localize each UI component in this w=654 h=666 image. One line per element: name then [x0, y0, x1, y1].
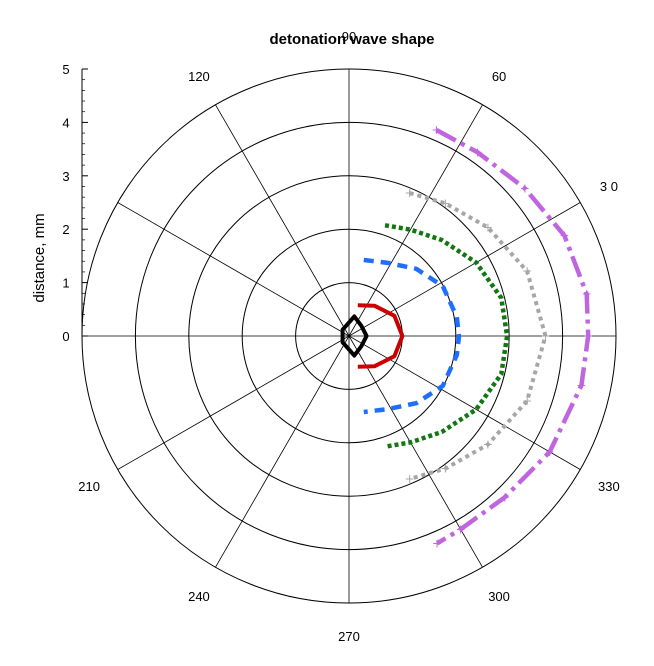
radial-tick-label-5: 5: [62, 62, 69, 77]
series-6-point: +: [576, 378, 586, 392]
spoke-30: [348, 202, 581, 337]
series-5-point: +: [440, 196, 450, 210]
angle-label-90: 90: [342, 29, 356, 44]
chart-title: detonation wave shape: [269, 31, 434, 48]
series-5-point: +: [522, 264, 532, 278]
series-5-point: +: [405, 186, 415, 200]
radial-tick-label-0: 0: [62, 329, 69, 344]
angle-label-60: 60: [492, 69, 506, 84]
spoke-210: [117, 335, 350, 470]
series-6-point: +: [520, 181, 530, 195]
series-6-point: +: [582, 287, 592, 301]
series-6-point: +: [456, 522, 466, 536]
series-layer: + + + + + + + + + + + + + + + + + + + +: [340, 123, 593, 550]
series-6-point: +: [545, 445, 555, 459]
series-6-line: [435, 128, 591, 546]
series-4-line: [384, 223, 510, 449]
spoke-150: [117, 202, 350, 337]
series-6-point: +: [473, 145, 483, 159]
angle-labels: 90 120 60 3 0 210 330 240 300 270: [78, 29, 620, 644]
series-5-point: +: [540, 329, 550, 343]
spoke-240: [215, 335, 350, 568]
radial-tick-label-3: 3: [62, 169, 69, 184]
angle-label-30: 3 0: [600, 179, 618, 194]
series-5-point: +: [483, 221, 493, 235]
series-2-line: [357, 303, 405, 369]
series-6-point: +: [431, 123, 441, 137]
angle-spokes: [82, 69, 616, 603]
spoke-120: [215, 104, 350, 337]
angle-label-330: 330: [598, 479, 620, 494]
angle-label-210: 210: [78, 479, 100, 494]
y-axis-label: distance, mm: [31, 213, 48, 302]
spoke-60: [348, 104, 483, 337]
series-5-point: +: [522, 394, 532, 408]
series-6-point: +: [432, 536, 442, 550]
angle-label-300: 300: [488, 589, 510, 604]
radial-axis: 0 1 2 3 4 5: [62, 62, 88, 344]
series-5-line: [409, 191, 548, 481]
series-5-point: +: [483, 437, 493, 451]
angle-label-240: 240: [188, 589, 210, 604]
radial-tick-label-1: 1: [62, 276, 69, 291]
radial-tick-label-2: 2: [62, 222, 69, 237]
series-3-line: [363, 257, 462, 415]
series-5-point: +: [405, 472, 415, 486]
angle-label-120: 120: [188, 69, 210, 84]
series-6-point: +: [559, 229, 569, 243]
radial-tick-label-4: 4: [62, 115, 69, 130]
angle-label-270: 270: [338, 629, 360, 644]
series-5-point: +: [440, 462, 450, 476]
series-6-point: +: [500, 490, 510, 504]
series-1-line: [340, 314, 369, 358]
series-6-point: +: [583, 329, 593, 343]
